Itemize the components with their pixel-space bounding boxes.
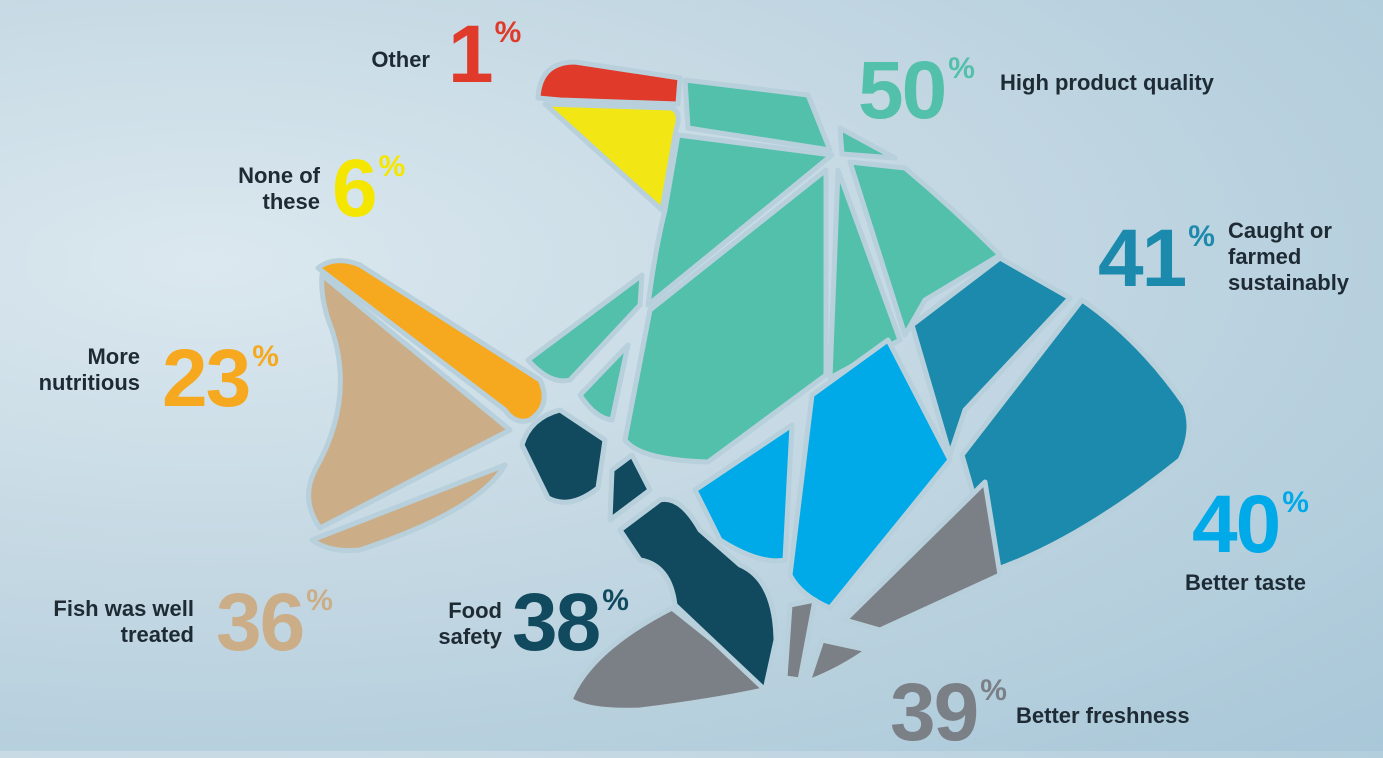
- value-nutritious-percent: %: [252, 340, 279, 373]
- value-nutritious-number: 23: [162, 333, 251, 424]
- label-freshness: Better freshness: [1016, 703, 1190, 728]
- value-quality: 50%: [858, 50, 975, 132]
- fish-segment-taste-1: [787, 337, 953, 611]
- fish-segment-safety-2: [607, 452, 653, 523]
- fish-segment-other: [535, 59, 683, 107]
- label-sustainable-line3: sustainably: [1228, 270, 1350, 295]
- fish-segment-quality-5: [577, 342, 631, 423]
- value-treated: 36%: [216, 582, 333, 664]
- fish-segment-quality-6: [622, 167, 829, 465]
- value-none-number: 6: [332, 143, 378, 234]
- value-nutritious: 23%: [162, 338, 279, 420]
- fish-segment-treated: [306, 272, 513, 531]
- fish-segment-sustainable-2: [959, 297, 1192, 573]
- fish-segment-quality-1: [682, 77, 833, 153]
- label-quality: High product quality: [1000, 70, 1214, 95]
- value-none-percent: %: [378, 150, 406, 183]
- fish-segment-safety-1: [519, 407, 608, 505]
- value-safety-number: 38: [512, 577, 601, 668]
- label-none-line1: None of: [238, 163, 320, 188]
- fish-segment-quality-3: [645, 132, 835, 308]
- fish-segment-freshness-4: [567, 605, 775, 713]
- value-sustainable-number: 41: [1098, 213, 1187, 304]
- value-safety-percent: %: [602, 584, 629, 617]
- fish-segment-quality-2: [837, 125, 898, 161]
- fish-segment-freshness-3: [805, 637, 871, 685]
- fish-segment-nutritious: [315, 258, 547, 424]
- value-safety: 38%: [512, 582, 629, 664]
- label-treated-line1: Fish was well: [53, 596, 194, 621]
- fish-segment-sustainable-1: [909, 255, 1073, 458]
- value-freshness: 39%: [890, 672, 1007, 754]
- value-treated-number: 36: [216, 577, 305, 668]
- value-freshness-number: 39: [890, 667, 979, 758]
- fish-segment-safety-3: [617, 496, 779, 693]
- fish-segment-freshness-2: [782, 597, 818, 683]
- value-sustainable: 41%: [1098, 218, 1215, 300]
- label-nutritious: More nutritious: [0, 344, 140, 396]
- value-other-number: 1: [448, 9, 494, 100]
- label-taste: Better taste: [1185, 570, 1307, 595]
- fish-segment-taste-2: [692, 422, 795, 564]
- value-sustainable-percent: %: [1188, 220, 1215, 253]
- value-taste: 40%: [1192, 484, 1309, 566]
- label-safety: Food safety: [410, 598, 502, 650]
- fish-segment-treated-lower: [309, 462, 508, 553]
- label-nutritious-line1: More: [87, 344, 140, 369]
- label-none-line2: these: [262, 189, 320, 214]
- label-sustainable-line2: farmed: [1228, 244, 1302, 269]
- fish-segment-freshness-1: [842, 479, 1003, 633]
- label-safety-line1: Food: [448, 598, 502, 623]
- fish-segment-quality-8: [847, 159, 1003, 338]
- label-sustainable: Caught or farmed sustainably: [1228, 218, 1349, 296]
- value-freshness-percent: %: [980, 674, 1007, 707]
- value-other-percent: %: [494, 16, 522, 49]
- label-none: None of these: [196, 163, 320, 215]
- label-other: Other: [371, 47, 430, 72]
- label-treated-line2: treated: [120, 622, 194, 647]
- fish-segment-quality-4: [525, 272, 645, 384]
- value-quality-percent: %: [948, 52, 975, 85]
- label-nutritious-line2: nutritious: [38, 370, 140, 395]
- value-none: 6%: [332, 148, 405, 230]
- label-sustainable-line1: Caught or: [1228, 218, 1332, 243]
- value-other: 1%: [448, 14, 521, 96]
- value-quality-number: 50: [858, 45, 947, 136]
- label-treated: Fish was well treated: [0, 596, 194, 648]
- value-taste-percent: %: [1282, 486, 1309, 519]
- value-taste-number: 40: [1192, 479, 1281, 570]
- value-treated-percent: %: [306, 584, 333, 617]
- label-safety-line2: safety: [438, 624, 502, 649]
- fish-segment-none: [542, 101, 681, 213]
